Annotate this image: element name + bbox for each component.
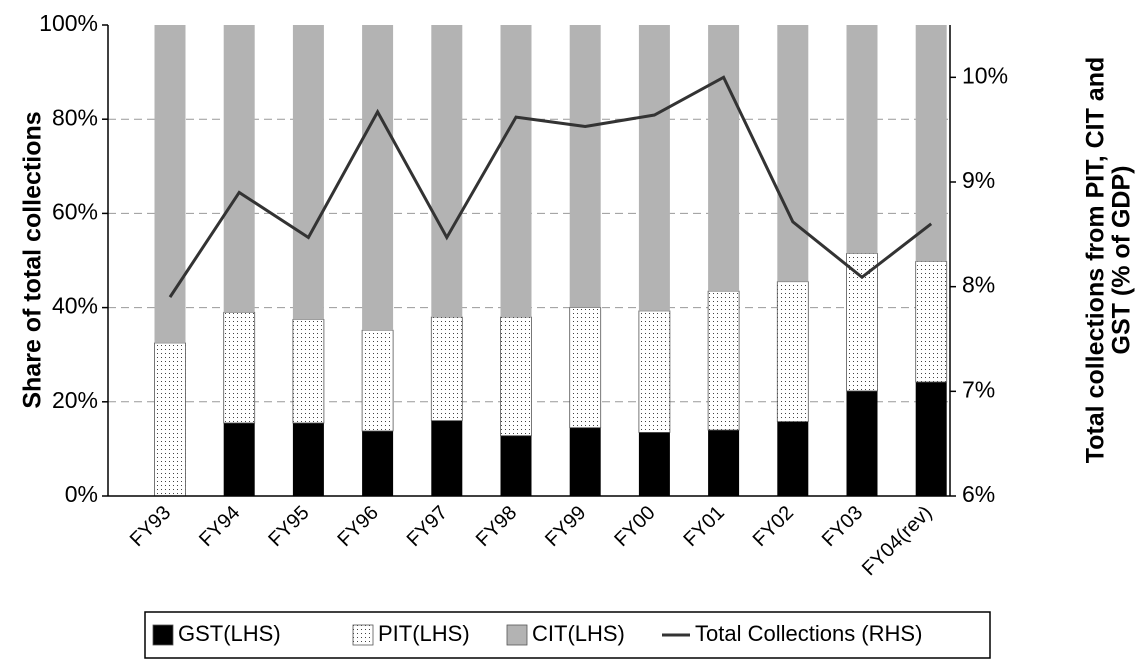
bar-segment <box>707 290 740 431</box>
bar-segment <box>223 422 255 496</box>
bar-segment <box>430 316 463 422</box>
bar-segment <box>777 25 809 282</box>
legend-swatch <box>506 624 528 646</box>
y2-tick-label: 7% <box>962 376 995 402</box>
legend-label: PIT(LHS) <box>378 621 470 646</box>
y-tick-label: 80% <box>52 104 98 130</box>
x-tick-label: FY04(rev) <box>858 502 936 580</box>
bar-segment <box>846 390 878 496</box>
y-tick-label: 100% <box>39 10 98 36</box>
x-tick-label: FY94 <box>195 502 244 551</box>
bar-segment <box>638 432 670 496</box>
bar-segment <box>638 310 671 433</box>
y-tick-label: 0% <box>65 481 98 507</box>
bar-segment <box>223 311 256 424</box>
legend-swatch <box>352 624 374 646</box>
bar-segment <box>154 25 186 343</box>
bar-segment <box>361 329 394 432</box>
bar-segment <box>846 25 878 254</box>
x-tick-label: FY02 <box>749 502 798 551</box>
bar-segment <box>500 435 532 496</box>
legend-label: Total Collections (RHS) <box>695 621 922 646</box>
legend-swatch <box>152 624 174 646</box>
y2-tick-label: 8% <box>962 272 995 298</box>
x-tick-label: FY00 <box>610 502 659 551</box>
y-tick-label: 60% <box>52 198 98 224</box>
legend-label: GST(LHS) <box>178 621 281 646</box>
y2-tick-label: 9% <box>962 167 995 193</box>
x-tick-label: FY99 <box>541 502 590 551</box>
bar-segment <box>569 427 601 496</box>
bar-segment <box>292 422 324 496</box>
y-tick-label: 40% <box>52 293 98 319</box>
line-series <box>168 75 933 298</box>
legend-box <box>144 611 991 659</box>
x-tick-label: FY03 <box>818 502 867 551</box>
y-axis-title: Share of total collections <box>19 111 47 408</box>
bar-segment <box>431 420 463 496</box>
bar-segment <box>431 25 463 318</box>
bar-segment <box>915 25 947 262</box>
bar-segment <box>154 342 186 497</box>
bar-segment <box>708 25 740 292</box>
legend-label: CIT(LHS) <box>532 621 625 646</box>
y2-tick-label: 6% <box>962 481 995 507</box>
bar-segment <box>915 261 948 383</box>
bar-segment <box>777 421 809 496</box>
bar-segment <box>708 430 740 496</box>
x-tick-label: FY95 <box>264 502 313 551</box>
bar-segment <box>223 25 255 313</box>
x-tick-label: FY01 <box>680 502 729 551</box>
y2-axis-title: GST (% of GDP) <box>1108 166 1135 355</box>
bar-segment <box>776 281 809 422</box>
bar-segment <box>500 316 532 437</box>
y2-axis-title: Total collections from PIT, CIT and <box>1082 57 1110 464</box>
x-tick-label: FY96 <box>334 502 383 551</box>
bar-segment <box>638 25 670 311</box>
bar-segment <box>292 25 324 320</box>
y-tick-label: 20% <box>52 387 98 413</box>
bar-segment <box>362 431 394 496</box>
x-tick-label: FY93 <box>126 502 175 551</box>
bar-segment <box>569 25 601 308</box>
bar-segment <box>915 382 947 496</box>
x-tick-label: FY97 <box>403 502 452 551</box>
bar-segment <box>292 318 325 424</box>
x-tick-label: FY98 <box>472 502 521 551</box>
bar-segment <box>362 25 394 331</box>
y2-tick-label: 10% <box>962 62 1008 88</box>
bar-segment <box>569 307 602 429</box>
bar-segment <box>500 25 532 318</box>
bar-segment <box>846 253 878 392</box>
